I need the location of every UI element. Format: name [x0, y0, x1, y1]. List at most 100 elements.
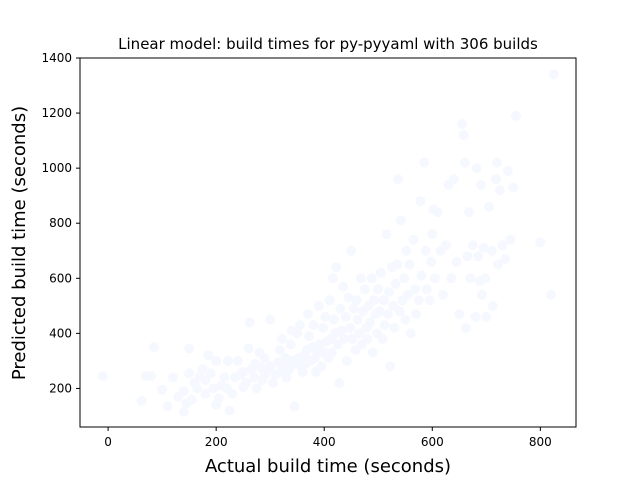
y-tick-label: 1000	[41, 161, 72, 175]
data-point	[508, 182, 519, 193]
data-point	[438, 289, 449, 300]
data-point	[365, 317, 376, 328]
data-point	[167, 372, 178, 383]
data-point	[446, 273, 457, 284]
data-point	[316, 361, 327, 372]
data-point	[458, 130, 469, 141]
data-point	[457, 119, 467, 130]
data-point	[347, 333, 358, 344]
data-point	[274, 344, 285, 355]
data-point	[184, 343, 195, 354]
data-point	[379, 320, 390, 331]
data-point	[162, 401, 173, 412]
data-point	[340, 311, 351, 322]
data-point	[548, 69, 559, 80]
data-point	[297, 366, 308, 377]
data-point	[359, 284, 370, 295]
data-point	[378, 295, 389, 306]
data-point	[265, 361, 276, 372]
data-point	[136, 395, 147, 406]
data-point	[475, 179, 486, 190]
data-point	[146, 371, 157, 382]
data-point	[208, 383, 219, 394]
data-point	[484, 201, 494, 212]
data-point	[478, 243, 489, 253]
data-point	[400, 314, 411, 325]
data-point	[348, 303, 359, 314]
data-point	[403, 289, 413, 300]
data-point	[308, 320, 319, 331]
data-point	[320, 311, 331, 322]
data-point	[178, 386, 189, 397]
data-point	[432, 207, 443, 218]
data-point	[238, 366, 249, 377]
data-point	[462, 251, 473, 262]
data-point	[419, 157, 430, 168]
data-point	[351, 295, 362, 306]
data-point	[395, 215, 406, 226]
data-point	[313, 300, 324, 311]
y-axis-label: Predicted build time (seconds)	[9, 106, 30, 380]
plot-frame	[79, 57, 577, 428]
data-point	[375, 267, 386, 278]
data-point	[392, 259, 403, 270]
data-point	[481, 311, 492, 322]
data-point	[500, 254, 511, 264]
chart-title: Linear model: build times for py-pyyaml …	[118, 35, 538, 53]
data-point	[277, 333, 288, 344]
y-tick-label: 1400	[41, 51, 72, 65]
data-point	[285, 339, 296, 350]
data-point	[535, 237, 546, 248]
x-tick-label: 800	[529, 435, 552, 449]
data-point	[393, 174, 404, 185]
data-point	[354, 328, 365, 339]
data-point	[459, 157, 470, 168]
data-point	[480, 273, 491, 284]
data-point	[448, 174, 459, 185]
data-point	[343, 292, 354, 303]
data-point	[149, 342, 159, 353]
points-layer	[97, 69, 559, 417]
data-point	[502, 165, 513, 176]
data-point	[232, 355, 243, 366]
data-point	[492, 157, 503, 168]
data-point	[224, 405, 235, 416]
y-tick-label: 400	[49, 326, 72, 340]
data-point	[334, 377, 345, 388]
data-point	[465, 273, 476, 284]
data-point	[511, 110, 521, 121]
data-point	[184, 368, 195, 379]
data-point	[259, 353, 270, 364]
data-point	[219, 372, 230, 383]
data-point	[341, 355, 352, 366]
data-point	[390, 278, 401, 289]
data-point	[487, 300, 498, 311]
data-point	[243, 343, 254, 354]
data-point	[292, 328, 303, 339]
data-point	[385, 361, 396, 372]
data-point	[265, 314, 276, 325]
data-point	[157, 384, 168, 395]
data-point	[405, 328, 416, 339]
data-point	[486, 245, 497, 256]
data-point	[318, 322, 329, 333]
data-point	[97, 371, 108, 382]
data-point	[473, 251, 484, 262]
data-point	[399, 273, 410, 284]
y-axis: 200 400 600 800 1000 1200 1400	[41, 51, 80, 395]
data-point	[280, 353, 291, 364]
data-point	[200, 375, 211, 386]
data-point	[335, 303, 346, 314]
data-point	[211, 355, 222, 366]
data-point	[327, 273, 338, 284]
data-point	[366, 273, 377, 284]
data-point	[368, 295, 379, 306]
data-point	[440, 240, 451, 251]
data-point	[401, 245, 412, 256]
data-point	[497, 240, 508, 251]
data-point	[413, 295, 424, 306]
data-point	[338, 281, 349, 292]
data-point	[404, 259, 415, 270]
data-point	[460, 322, 471, 333]
x-tick-label: 200	[205, 435, 228, 449]
